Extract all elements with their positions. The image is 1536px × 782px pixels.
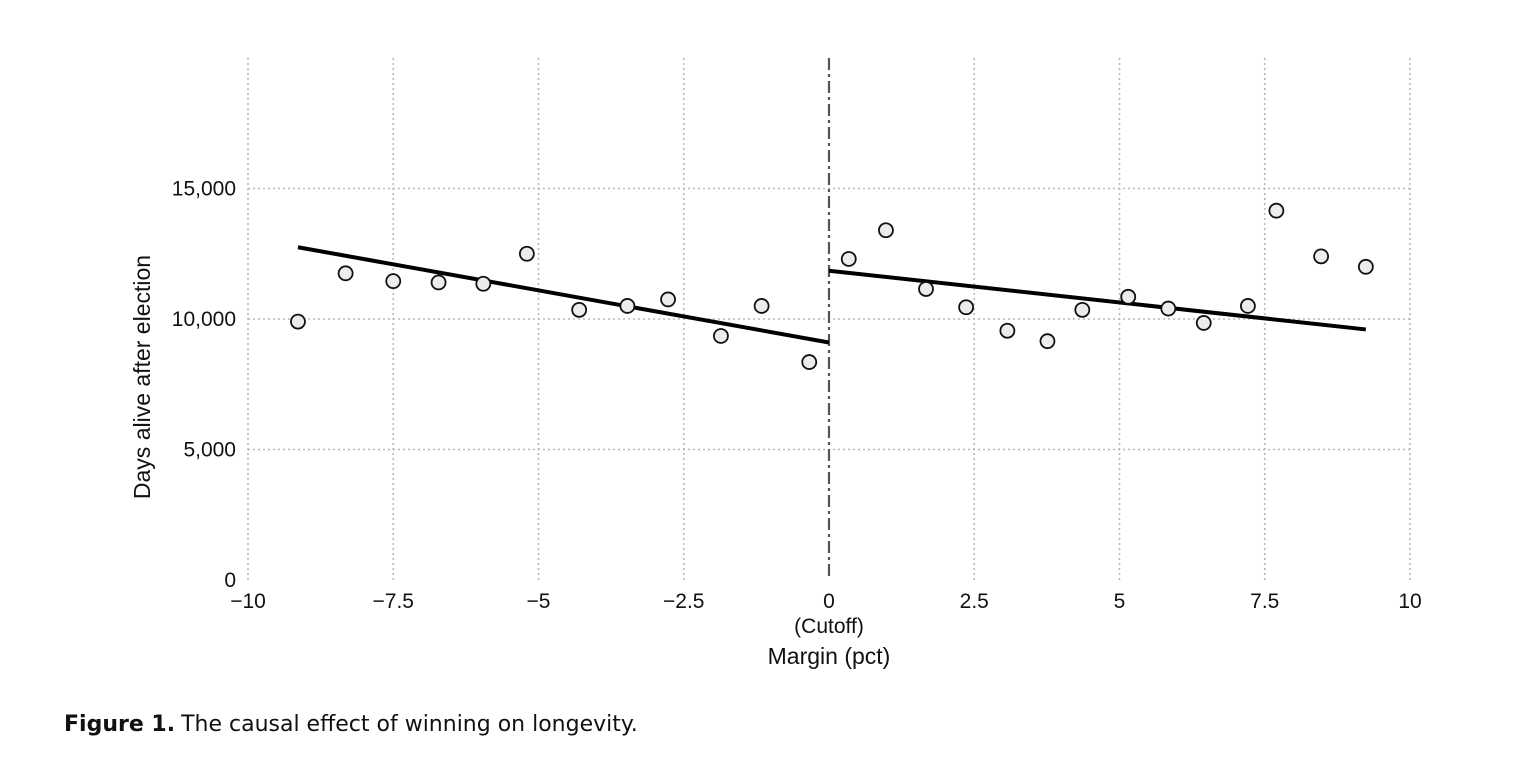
data-point-winners: [1357, 258, 1374, 275]
fit-line-losers: [297, 245, 830, 345]
data-point-winners: [1039, 333, 1056, 350]
x-axis-title: Margin (pct): [768, 643, 891, 669]
x-tick-labels: −10 −7.5 −5 −2.5 0 2.5 5 7.5 10: [230, 590, 1421, 613]
data-point-losers: [660, 291, 676, 308]
y-axis-title: Days alive after election: [129, 255, 155, 499]
x-tick-label: 7.5: [1250, 590, 1279, 613]
data-point-losers: [518, 245, 535, 262]
x-tick-label: 5: [1114, 590, 1126, 613]
fit-line-winners: [828, 268, 1367, 332]
data-point-winners: [840, 251, 857, 267]
data-point-losers: [430, 274, 447, 291]
data-point-winners: [958, 299, 975, 316]
x-tick-label: 2.5: [960, 590, 989, 613]
y-tick-label: 5,000: [183, 439, 236, 462]
data-point-winners: [1074, 301, 1091, 318]
x-tick-label: −10: [230, 590, 266, 613]
data-point-losers: [337, 265, 354, 282]
x-tick-label: −7.5: [373, 590, 414, 613]
data-point-winners: [878, 222, 894, 239]
data-point-losers: [571, 301, 588, 318]
figure-caption: Figure 1. The causal effect of winning on…: [64, 712, 638, 737]
x-tick-label: −2.5: [663, 590, 704, 613]
y-tick-label: 10,000: [172, 308, 236, 331]
x-tick-label: −5: [527, 590, 551, 613]
cutoff-label: (Cutoff): [794, 615, 864, 638]
data-point-winners: [918, 281, 934, 297]
figure-caption-text: The causal effect of winning on longevit…: [181, 712, 638, 737]
data-points: [290, 202, 1374, 370]
data-point-winners: [1160, 300, 1177, 317]
y-tick-label: 0: [224, 569, 236, 592]
figure-caption-label: Figure 1.: [64, 712, 176, 737]
x-tick-label: 0: [823, 590, 835, 613]
data-point-winners: [999, 322, 1016, 339]
data-point-losers: [713, 328, 729, 344]
data-point-losers: [385, 273, 402, 290]
data-point-losers: [475, 275, 492, 292]
data-point-winners: [1268, 202, 1285, 219]
data-point-winners: [1120, 288, 1137, 305]
data-point-losers: [753, 298, 770, 314]
data-point-winners: [1313, 248, 1330, 265]
y-tick-label: 15,000: [172, 178, 236, 201]
data-point-winners: [1195, 315, 1212, 331]
x-tick-label: 10: [1398, 590, 1421, 613]
data-point-winners: [1240, 298, 1256, 314]
data-point-losers: [619, 298, 636, 314]
data-point-losers: [801, 354, 818, 370]
y-tick-labels: 0 5,000 10,000 15,000: [172, 178, 236, 593]
data-point-losers: [290, 313, 306, 330]
fit-lines: [297, 245, 1367, 345]
